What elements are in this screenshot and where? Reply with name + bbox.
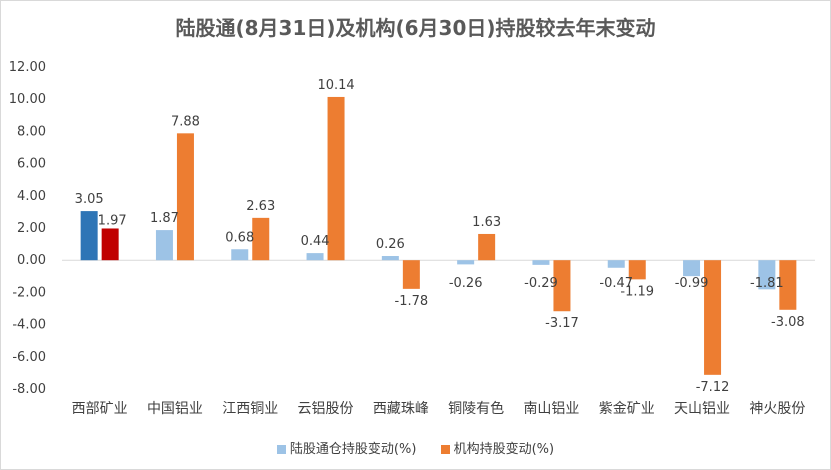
legend: 陆股通仓持股变动(%) 机构持股变动(%) [0, 438, 831, 457]
x-axis: 西部矿业 中国铝业 江西铜业 云铝股份 西藏珠峰 铜陵有色 南山铝业 紫金矿业 天山铝业 神火股份 [72, 400, 806, 417]
data-label: -1.19 [620, 284, 654, 299]
data-label: -7.12 [696, 380, 730, 395]
data-label: -1.78 [395, 294, 429, 309]
bar-institution [628, 260, 646, 280]
bar-institution [553, 260, 571, 312]
y-tick-label: -2.00 [12, 285, 46, 300]
bar-institution [704, 260, 722, 375]
legend-swatch-institution [440, 445, 450, 454]
x-tick-label: 天山铝业 [674, 401, 730, 417]
x-tick-label: 江西铜业 [222, 401, 278, 417]
legend-label-stock-connect: 陆股通仓持股变动(%) [289, 442, 417, 457]
bar-stock-connect [457, 260, 475, 265]
y-axis: 12.00 10.00 8.00 6.00 4.00 2.00 0.00 -2.00 -4.00… [9, 60, 46, 397]
x-tick-label: 西部矿业 [72, 401, 128, 417]
data-labels: 3.05 1.97 1.87 7.88 0.68 2.63 0.44 10.14 0.26 -1.… [75, 78, 805, 395]
data-label: -1.81 [750, 276, 784, 291]
legend-label-institution: 机构持股变动(%) [453, 442, 555, 457]
y-tick-label: -6.00 [12, 350, 46, 365]
data-label: -3.08 [771, 315, 805, 330]
data-label: -0.26 [449, 276, 483, 291]
y-tick-label: 12.00 [9, 60, 46, 75]
bar-stock-connect [532, 260, 550, 265]
x-tick-label: 神火股份 [749, 401, 805, 417]
bar-institution [327, 96, 345, 261]
data-label: -3.17 [545, 316, 579, 331]
y-tick-label: 6.00 [17, 157, 46, 172]
x-tick-label: 南山铝业 [523, 401, 579, 417]
bar-institution [101, 228, 119, 261]
bar-institution [402, 260, 420, 289]
bar-institution [478, 233, 496, 261]
bar-stock-connect [306, 253, 324, 261]
bar-stock-connect [155, 230, 173, 261]
data-label: 0.44 [301, 234, 330, 249]
data-label: -0.29 [524, 276, 558, 291]
y-tick-label: -4.00 [12, 318, 46, 333]
data-label: -0.47 [599, 276, 633, 291]
data-label: 10.14 [317, 78, 354, 93]
bar-stock-connect [758, 260, 776, 290]
bar-institution [779, 260, 797, 310]
y-tick-label: 2.00 [17, 221, 46, 236]
data-label: 7.88 [171, 114, 200, 129]
bar-institution [176, 133, 194, 261]
bars [80, 96, 797, 375]
bar-institution [252, 217, 270, 261]
x-tick-label: 铜陵有色 [448, 400, 504, 417]
bar-stock-connect [607, 260, 625, 268]
data-label: -0.99 [675, 276, 709, 291]
legend-item-stock-connect: 陆股通仓持股变动(%) [276, 438, 417, 457]
y-tick-label: 10.00 [9, 92, 46, 107]
bar-stock-connect [231, 249, 249, 261]
data-label: 3.05 [75, 192, 104, 207]
data-label: 0.26 [376, 237, 405, 252]
y-tick-label: 4.00 [17, 189, 46, 204]
legend-item-institution: 机构持股变动(%) [440, 438, 555, 457]
data-label: 1.87 [150, 211, 179, 226]
legend-swatch-stock-connect [276, 445, 286, 454]
bar-stock-connect [381, 256, 399, 261]
y-tick-label: -8.00 [12, 382, 46, 397]
data-label: 1.97 [98, 213, 127, 228]
y-tick-label: 8.00 [17, 124, 46, 139]
x-tick-label: 西藏珠峰 [373, 401, 429, 417]
x-tick-label: 紫金矿业 [599, 401, 655, 417]
data-label: 0.68 [225, 230, 254, 245]
bar-stock-connect [80, 211, 98, 261]
bar-stock-connect [683, 260, 701, 277]
x-tick-label: 中国铝业 [147, 401, 203, 417]
y-tick-label: 0.00 [17, 253, 46, 268]
x-tick-label: 云铝股份 [298, 401, 354, 417]
chart-title: 陆股通(8月31日)及机构(6月30日)持股较去年末变动 [175, 16, 656, 40]
data-label: 2.63 [246, 199, 275, 214]
data-label: 1.63 [472, 215, 501, 230]
